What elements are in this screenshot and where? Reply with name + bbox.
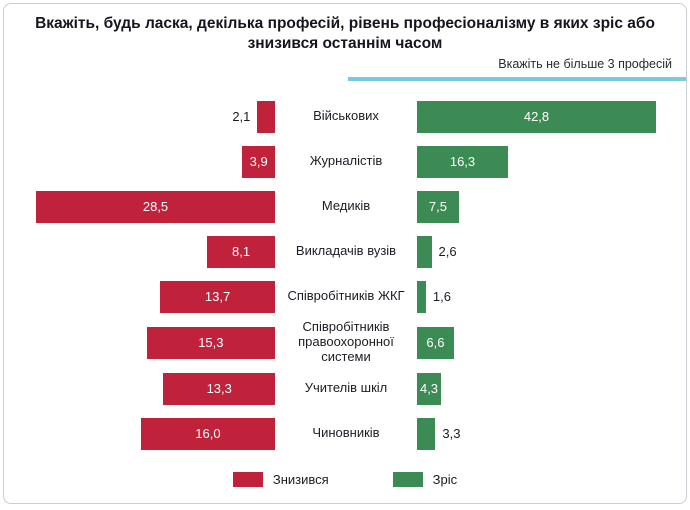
chart-row: 16,0 Чиновників 3,3 [36, 412, 656, 455]
category-label: Журналістів [309, 153, 383, 169]
growth-zone: 1,6 [417, 275, 656, 318]
growth-zone: 4,3 [417, 367, 656, 410]
chart-row: 28,5 Медиків 7,5 [36, 185, 656, 228]
decline-bar: 15,3 [146, 326, 275, 359]
legend-label: Зріс [432, 472, 458, 487]
value-label: 16,0 [195, 426, 221, 442]
decline-zone: 13,3 [36, 367, 275, 410]
value-label: 15,3 [198, 335, 224, 351]
growth-bar: 42,8 [417, 100, 656, 133]
growth-bar [417, 235, 432, 268]
value-label: 13,7 [204, 289, 231, 305]
chart-row: 15,3 Співробітників правоохоронної систем… [36, 319, 656, 365]
chart-row: 2,1 Військових 42,8 [36, 95, 656, 138]
decline-bar: 13,3 [163, 372, 275, 405]
value-label: 16,3 [449, 154, 476, 170]
decline-zone: 3,9 [36, 140, 275, 183]
chart-row: 8,1 Викладачів вузів 2,6 [36, 230, 656, 273]
value-label: 3,3 [442, 426, 461, 442]
legend-swatch [232, 472, 263, 487]
decline-zone: 16,0 [36, 412, 275, 455]
growth-zone: 7,5 [417, 185, 656, 228]
value-label: 1,6 [432, 289, 451, 305]
category-label: Медиків [321, 198, 371, 214]
value-label: 6,6 [426, 335, 445, 351]
growth-bar: 6,6 [417, 326, 454, 359]
legend-item-growth: Зріс [392, 472, 458, 487]
category-label: Викладачів вузів [295, 243, 397, 259]
growth-bar: 7,5 [417, 190, 459, 223]
value-label: 28,5 [142, 199, 169, 215]
category-label: Учителів шкіл [304, 380, 388, 396]
accent-line [348, 77, 686, 82]
chart-rows: 2,1 Військових 42,8 3,9 Журналістів 16,3 28,5 М… [4, 81, 686, 462]
category-label: Співробітників правоохоронної системи [298, 319, 394, 365]
legend-label: Знизився [272, 472, 329, 487]
value-label: 13,3 [206, 381, 232, 397]
growth-bar: 16,3 [417, 145, 509, 178]
growth-bar: 4,3 [417, 372, 441, 405]
decline-bar [257, 100, 275, 133]
legend: Знизився Зріс [4, 462, 686, 503]
growth-bar [417, 280, 426, 313]
growth-zone: 3,3 [417, 412, 656, 455]
value-label: 2,1 [232, 109, 251, 125]
decline-bar: 3,9 [242, 145, 275, 178]
decline-bar: 13,7 [160, 280, 275, 313]
value-label: 2,6 [438, 244, 457, 260]
chart-card: Вкажіть, будь ласка, декілька професій, … [3, 3, 687, 504]
category-label: Чиновників [312, 425, 380, 441]
decline-bar: 28,5 [36, 190, 275, 223]
decline-zone: 13,7 [36, 275, 275, 318]
growth-bar [417, 417, 436, 450]
chart-title: Вкажіть, будь ласка, декілька професій, … [35, 15, 655, 53]
decline-bar: 16,0 [140, 417, 275, 450]
value-label: 7,5 [428, 199, 447, 215]
decline-bar: 8,1 [207, 235, 275, 268]
category-label: Військових [313, 108, 379, 124]
growth-zone: 16,3 [417, 140, 656, 183]
chart-subtitle: Вкажіть не більше 3 професій [498, 57, 672, 72]
decline-zone: 15,3 [36, 320, 275, 365]
chart-row: 13,7 Співробітників ЖКГ 1,6 [36, 275, 656, 318]
value-label: 42,8 [523, 109, 550, 125]
decline-zone: 28,5 [36, 185, 275, 228]
legend-swatch [392, 472, 423, 487]
growth-zone: 42,8 [417, 95, 656, 138]
growth-zone: 6,6 [417, 320, 656, 365]
decline-zone: 8,1 [36, 230, 275, 273]
value-label: 8,1 [232, 244, 251, 260]
chart-row: 3,9 Журналістів 16,3 [36, 140, 656, 183]
growth-zone: 2,6 [417, 230, 656, 273]
value-label: 3,9 [249, 154, 268, 170]
chart-row: 13,3 Учителів шкіл 4,3 [36, 367, 656, 410]
value-label: 4,3 [419, 381, 439, 397]
decline-zone: 2,1 [36, 95, 275, 138]
legend-item-decline: Знизився [232, 472, 329, 487]
category-label: Співробітників ЖКГ [287, 288, 405, 304]
